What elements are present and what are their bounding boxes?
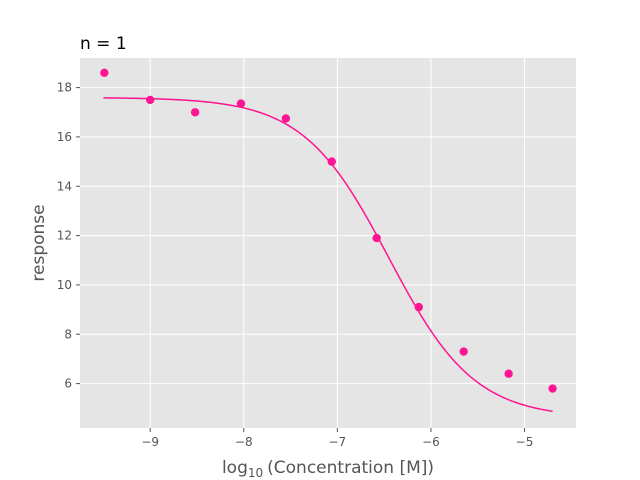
x-axis-label-rest: (Concentration [M]) [267, 458, 434, 478]
data-point [459, 347, 468, 356]
y-tick-label: 12 [57, 229, 72, 243]
x-axis: −9 −8 −7 −6 −5 [141, 428, 533, 449]
x-axis-label-log: log [222, 458, 248, 478]
data-point [236, 99, 246, 108]
x-tick-label: −7 [329, 435, 347, 449]
data-points [100, 68, 557, 393]
data-point [327, 157, 336, 166]
grid [80, 58, 576, 428]
y-tick-label: 8 [64, 327, 72, 341]
y-tick-label: 18 [57, 81, 72, 95]
plot-area [80, 58, 576, 428]
data-point [100, 68, 109, 78]
y-axis-label: response [29, 204, 49, 281]
chart-title: n = 1 [80, 34, 127, 54]
y-tick-label: 14 [57, 179, 72, 193]
y-tick-label: 16 [57, 130, 72, 144]
data-point [190, 108, 200, 117]
x-tick-label: −9 [141, 435, 159, 449]
y-tick-label: 10 [57, 278, 72, 292]
x-tick-label: −6 [422, 435, 440, 449]
y-tick-label: 6 [64, 377, 72, 391]
data-point [145, 95, 155, 105]
data-point [548, 384, 557, 393]
data-point [372, 233, 381, 243]
data-point [414, 302, 423, 312]
x-tick-label: −8 [235, 435, 253, 449]
x-tick-label: −5 [516, 435, 534, 449]
x-axis-label-subscript: 10 [248, 466, 263, 480]
y-axis: 6 8 10 12 14 16 18 [57, 81, 80, 391]
x-axis-label: log10 (Concentration [M]) [222, 458, 434, 480]
data-point [504, 369, 513, 378]
data-point [281, 114, 291, 123]
